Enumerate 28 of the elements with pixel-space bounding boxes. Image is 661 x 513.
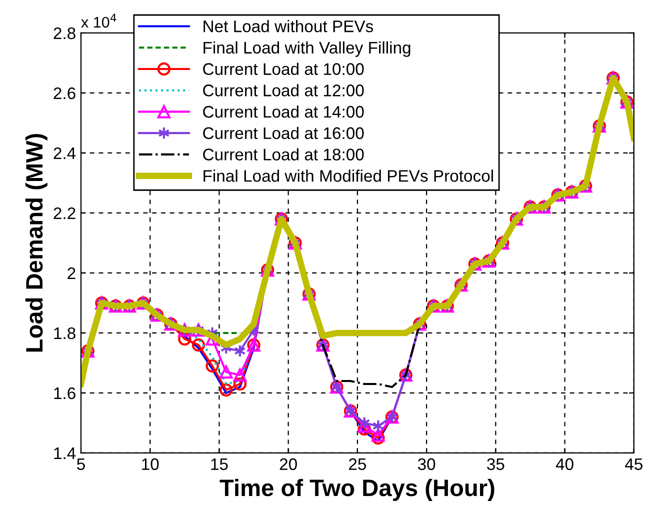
x-tick-label: 30	[418, 458, 436, 470]
x-tick-label: 40	[556, 458, 574, 470]
y-axis-title: Load Demand (MW)	[25, 134, 48, 352]
text: x 10$^{4}$	[81, 14, 116, 28]
legend-label: Current Load at 18:00	[203, 148, 364, 160]
y-tick-label: 2.4	[54, 147, 76, 160]
y-tick-label: 2.8	[54, 27, 76, 40]
legend-label: Final Load with Valley Filling	[204, 41, 410, 57]
x-tick-label: 20	[280, 458, 297, 470]
x-tick-label: 15	[211, 458, 228, 470]
y-tick-label: 2	[68, 267, 76, 280]
y-tick-label: 2.6	[54, 87, 76, 100]
legend-label: Final Load with Modified PEVs Protocol	[204, 170, 493, 182]
x-tick-label: 5	[77, 458, 85, 470]
y-tick-label: 2.2	[54, 207, 76, 220]
y-tick-label: 1.4	[54, 448, 76, 460]
x-tick-label: 10	[142, 458, 159, 470]
y-tick-label: 1.6	[54, 387, 76, 400]
legend-label: Current Load at 12:00	[203, 84, 364, 96]
x-tick-label: 25	[349, 458, 366, 470]
y-tick-label: 1.8	[54, 327, 76, 340]
legend-label: Current Load at 16:00	[203, 126, 364, 140]
x-axis-title: Time of Two Days (Hour)	[220, 478, 494, 501]
legend-label: Current Load at 10:00	[203, 62, 364, 75]
legend-label: Net Load without PEVs	[204, 20, 374, 32]
legend-label: Current Load at 14:00	[203, 105, 364, 118]
x-tick-label: 35	[487, 458, 504, 470]
x-tick-label: 45	[625, 458, 642, 470]
